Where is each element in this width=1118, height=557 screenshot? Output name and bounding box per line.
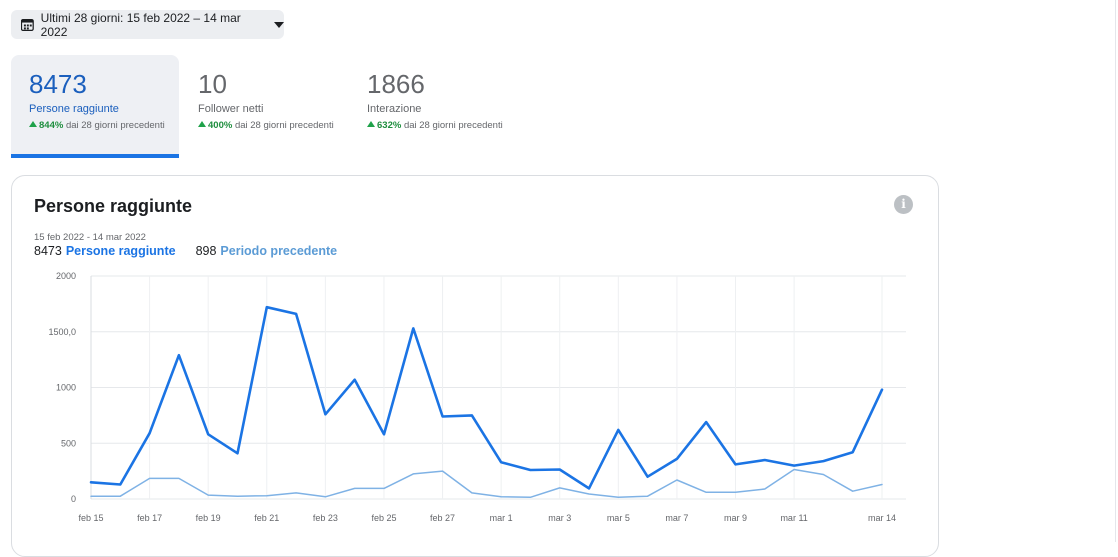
x-tick-label: feb 21 bbox=[254, 513, 279, 523]
x-tick-label: mar 5 bbox=[607, 513, 630, 523]
x-tick-label: mar 3 bbox=[548, 513, 571, 523]
y-tick-label: 1000 bbox=[56, 383, 76, 393]
y-tick-label: 500 bbox=[61, 438, 76, 448]
card-title: Persone raggiunte bbox=[34, 196, 193, 216]
metric-change-suffix: dai 28 giorni precedenti bbox=[403, 120, 503, 131]
metric-label: Persone raggiunte bbox=[29, 103, 119, 115]
metric-change-pct: 632% bbox=[377, 120, 402, 131]
chart-date-range: 15 feb 2022 - 14 mar 2022 bbox=[34, 232, 146, 243]
y-tick-label: 0 bbox=[71, 494, 76, 504]
metric-tab-follower-netti[interactable]: 10 Follower netti 400% dai 28 giorni pre… bbox=[180, 55, 348, 158]
x-tick-label: feb 15 bbox=[78, 513, 103, 523]
info-icon[interactable]: i bbox=[894, 195, 913, 214]
arrow-up-icon bbox=[29, 121, 37, 127]
metric-change-suffix: dai 28 giorni precedenti bbox=[234, 120, 334, 131]
active-tab-indicator bbox=[11, 154, 179, 158]
legend-previous-label: Periodo precedente bbox=[220, 244, 338, 258]
legend-current-value: 8473 bbox=[34, 244, 62, 258]
x-tick-label: feb 25 bbox=[371, 513, 396, 523]
x-tick-label: mar 7 bbox=[665, 513, 688, 523]
metric-value: 8473 bbox=[29, 69, 87, 99]
x-tick-label: mar 1 bbox=[490, 513, 513, 523]
date-range-selector[interactable]: Ultimi 28 giorni: 15 feb 2022 – 14 mar 2… bbox=[11, 10, 284, 39]
line-chart: 0 500 1000 1500,0 2000 feb 15 feb 17 feb 19 feb … bbox=[48, 271, 906, 523]
x-tick-label: mar 14 bbox=[868, 513, 896, 523]
metric-tab-persone-raggiunte[interactable]: 8473 Persone raggiunte 844% dai 28 giorn… bbox=[11, 55, 179, 158]
legend-current-label: Persone raggiunte bbox=[65, 244, 176, 258]
arrow-up-icon bbox=[367, 121, 375, 127]
legend-previous[interactable]: 898 Periodo precedente bbox=[196, 244, 338, 258]
metric-change-pct: 400% bbox=[208, 120, 233, 131]
reach-chart-card: Persone raggiunte i 15 feb 2022 - 14 mar… bbox=[11, 175, 939, 557]
chart-legend: 8473 Persone raggiunte 898 Periodo precede… bbox=[34, 244, 337, 258]
y-tick-label: 2000 bbox=[56, 271, 76, 281]
metric-change: 844% dai 28 giorni precedenti bbox=[29, 120, 179, 131]
date-range-label: Ultimi 28 giorni: 15 feb 2022 – 14 mar 2… bbox=[40, 10, 241, 39]
series-line-current bbox=[89, 305, 884, 490]
x-tick-label: feb 19 bbox=[196, 513, 221, 523]
x-tick-label: feb 27 bbox=[430, 513, 455, 523]
x-tick-label: feb 17 bbox=[137, 513, 162, 523]
metric-value: 1866 bbox=[367, 69, 425, 99]
chevron-down-icon bbox=[274, 21, 284, 28]
metric-tab-interazione[interactable]: 1866 Interazione 632% dai 28 giorni prec… bbox=[349, 55, 517, 158]
calendar-icon bbox=[21, 18, 34, 31]
x-tick-label: mar 9 bbox=[724, 513, 747, 523]
page-edge-divider bbox=[1115, 0, 1116, 542]
metric-value: 10 bbox=[198, 69, 227, 99]
x-tick-label: feb 23 bbox=[313, 513, 338, 523]
x-tick-label: mar 11 bbox=[780, 513, 807, 523]
y-tick-label: 1500,0 bbox=[48, 327, 76, 337]
metric-change-suffix: dai 28 giorni precedenti bbox=[65, 120, 165, 131]
series-line-previous bbox=[90, 468, 883, 499]
legend-current[interactable]: 8473 Persone raggiunte bbox=[34, 244, 176, 258]
metric-label: Interazione bbox=[367, 103, 422, 115]
arrow-up-icon bbox=[198, 121, 206, 127]
legend-previous-value: 898 bbox=[195, 244, 217, 258]
metric-change: 632% dai 28 giorni precedenti bbox=[367, 120, 517, 131]
metric-change-pct: 844% bbox=[39, 120, 64, 131]
metric-change: 400% dai 28 giorni precedenti bbox=[198, 120, 348, 131]
metric-label: Follower netti bbox=[198, 103, 264, 115]
